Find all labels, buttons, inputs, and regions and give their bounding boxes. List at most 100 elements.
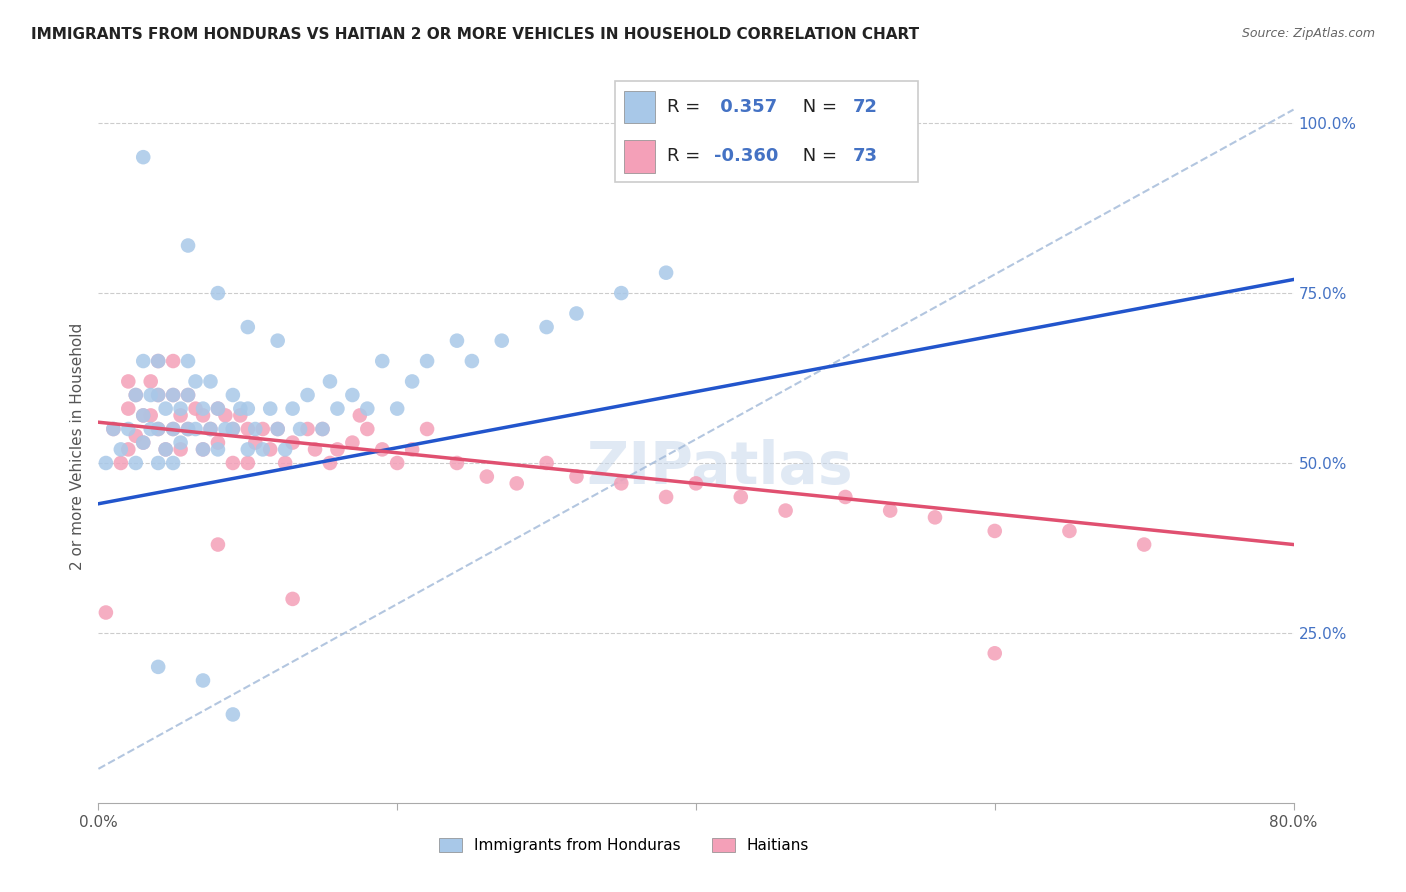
Point <box>125 388 148 402</box>
Point <box>207 442 229 457</box>
Point <box>191 442 214 457</box>
Point <box>281 401 304 416</box>
Point <box>132 409 155 423</box>
Point <box>169 442 191 457</box>
Point <box>132 354 155 368</box>
Point <box>685 476 707 491</box>
Point <box>110 442 132 457</box>
Point <box>200 375 222 389</box>
Point <box>214 422 236 436</box>
Point <box>311 422 333 436</box>
Point <box>281 435 304 450</box>
Point <box>139 409 162 423</box>
Point <box>326 401 349 416</box>
Point <box>207 401 229 416</box>
Point <box>536 320 558 334</box>
Point <box>162 456 184 470</box>
Point <box>191 409 214 423</box>
Point <box>207 537 229 551</box>
Point <box>267 422 290 436</box>
Point <box>214 409 236 423</box>
Point <box>222 388 245 402</box>
Point <box>297 388 319 402</box>
Point <box>148 354 170 368</box>
Point <box>236 401 259 416</box>
Point <box>655 490 678 504</box>
Point <box>506 476 529 491</box>
Point <box>326 442 349 457</box>
Point <box>775 503 797 517</box>
Point <box>446 334 468 348</box>
Point <box>236 422 259 436</box>
Point <box>177 238 200 252</box>
Point <box>169 435 191 450</box>
Point <box>200 422 222 436</box>
Point <box>319 456 342 470</box>
Point <box>162 354 184 368</box>
Point <box>236 442 259 457</box>
Point <box>1059 524 1081 538</box>
Point <box>155 401 177 416</box>
Point <box>148 660 170 674</box>
Point <box>288 422 311 436</box>
Point <box>229 409 252 423</box>
Point <box>259 442 281 457</box>
Point <box>139 375 162 389</box>
Point <box>184 375 207 389</box>
Point <box>94 606 117 620</box>
Point <box>475 469 498 483</box>
Point <box>491 334 513 348</box>
Point <box>117 375 139 389</box>
Point <box>274 442 297 457</box>
Point <box>924 510 946 524</box>
Point <box>132 435 155 450</box>
Point <box>1133 537 1156 551</box>
Point <box>245 435 267 450</box>
Point <box>730 490 752 504</box>
Point <box>461 354 484 368</box>
Text: 0.357: 0.357 <box>714 98 776 116</box>
Point <box>200 422 222 436</box>
Point <box>184 401 207 416</box>
Point <box>162 388 184 402</box>
Point <box>148 354 170 368</box>
Point <box>191 442 214 457</box>
Point <box>148 422 170 436</box>
Point <box>879 503 901 517</box>
FancyBboxPatch shape <box>624 91 655 123</box>
Point <box>349 409 371 423</box>
Point <box>184 422 207 436</box>
Y-axis label: 2 or more Vehicles in Household: 2 or more Vehicles in Household <box>69 322 84 570</box>
Text: -0.360: -0.360 <box>714 147 778 165</box>
Point <box>207 286 229 301</box>
Point <box>177 388 200 402</box>
Point <box>125 456 148 470</box>
Point <box>252 442 274 457</box>
Point <box>371 442 394 457</box>
Point <box>274 456 297 470</box>
Point <box>356 422 378 436</box>
Point <box>304 442 326 457</box>
Point <box>117 422 139 436</box>
Point <box>222 422 245 436</box>
Point <box>342 435 364 450</box>
Point <box>401 442 423 457</box>
Point <box>117 401 139 416</box>
Text: Source: ZipAtlas.com: Source: ZipAtlas.com <box>1241 27 1375 40</box>
Point <box>148 456 170 470</box>
Point <box>191 673 214 688</box>
Text: IMMIGRANTS FROM HONDURAS VS HAITIAN 2 OR MORE VEHICLES IN HOUSEHOLD CORRELATION : IMMIGRANTS FROM HONDURAS VS HAITIAN 2 OR… <box>31 27 920 42</box>
Point <box>385 456 409 470</box>
Point <box>207 401 229 416</box>
Point <box>125 388 148 402</box>
Point <box>536 456 558 470</box>
Legend: Immigrants from Honduras, Haitians: Immigrants from Honduras, Haitians <box>433 832 815 859</box>
Point <box>155 442 177 457</box>
Text: N =: N = <box>797 98 844 116</box>
Point <box>132 150 155 164</box>
Point <box>834 490 856 504</box>
Text: R =: R = <box>668 147 706 165</box>
Point <box>297 422 319 436</box>
Point <box>148 388 170 402</box>
Point <box>162 422 184 436</box>
